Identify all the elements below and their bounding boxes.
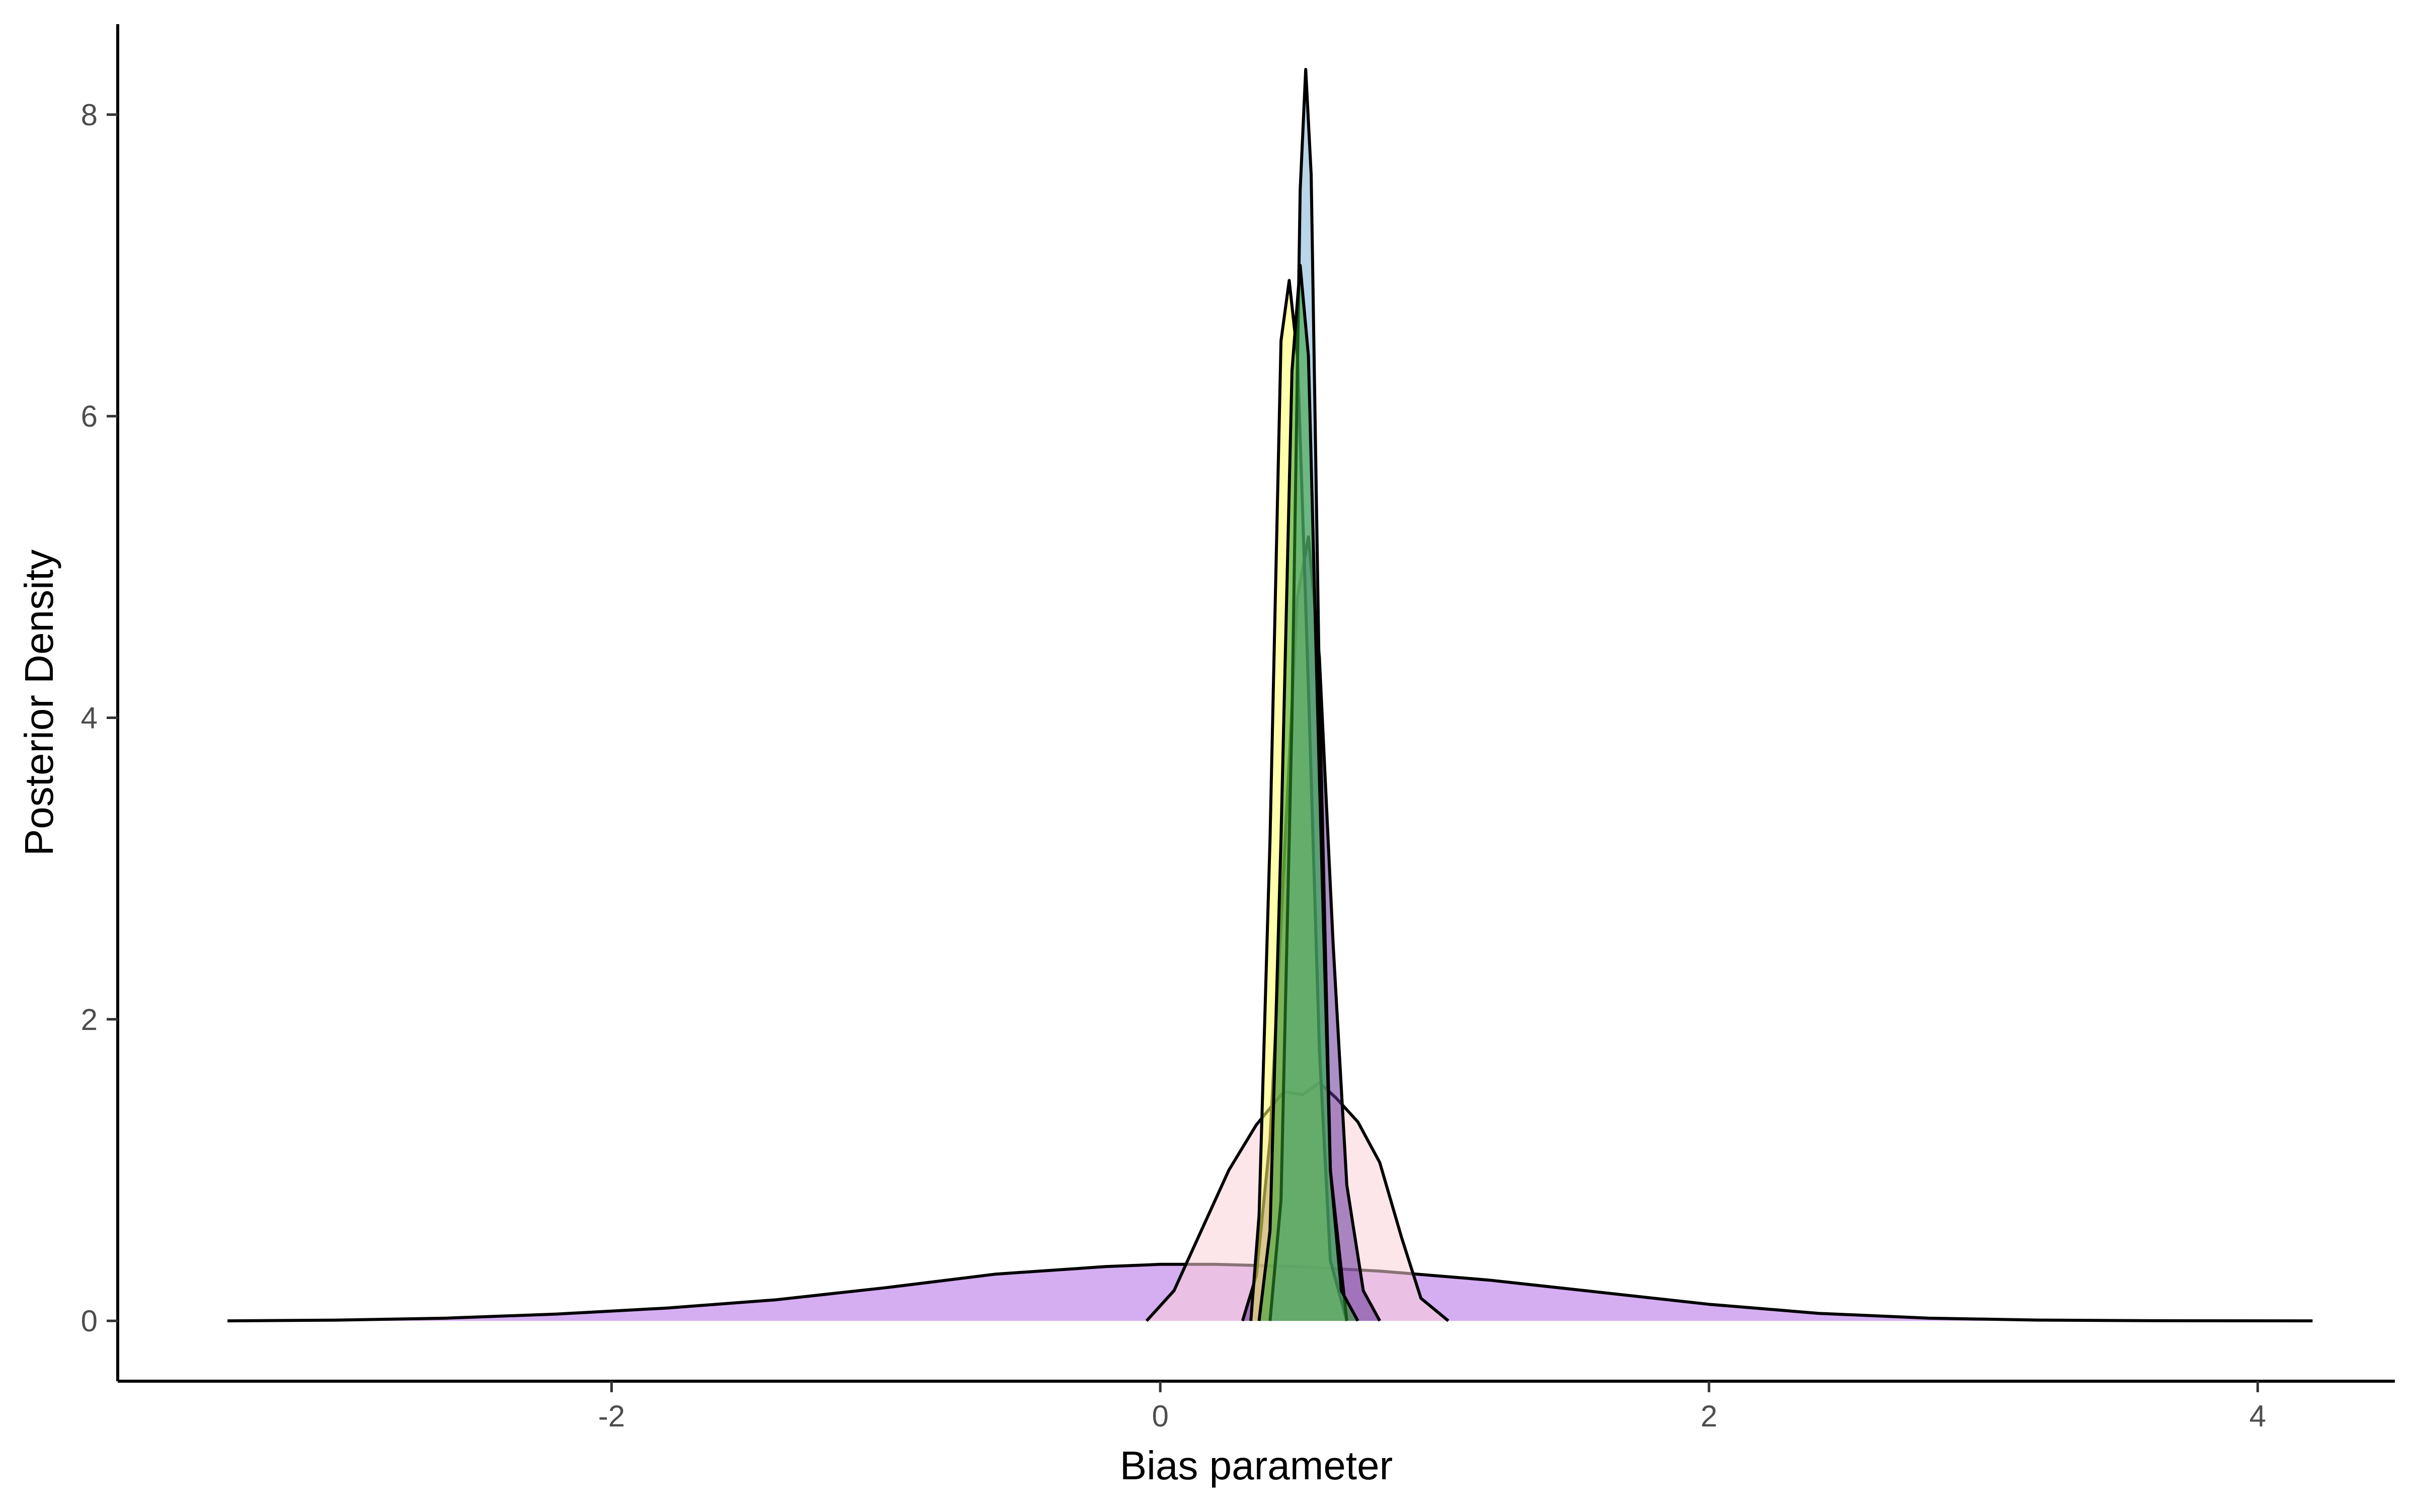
x-axis-ticks: -2 0 2 4 bbox=[598, 1381, 2266, 1433]
y-axis-title: Posterior Density bbox=[17, 549, 61, 856]
density-outline-6 bbox=[1257, 264, 1359, 1322]
density-area-6 bbox=[1259, 265, 1358, 1321]
y-axis-ticks: 0 2 4 6 8 bbox=[81, 98, 118, 1338]
y-tick-label: 4 bbox=[81, 701, 98, 735]
x-axis-title: Bias parameter bbox=[1120, 1443, 1393, 1488]
y-tick-label: 0 bbox=[81, 1304, 98, 1338]
y-tick-label: 2 bbox=[81, 1003, 98, 1037]
x-tick-label: 4 bbox=[2249, 1399, 2266, 1433]
x-tick-label: 2 bbox=[1701, 1399, 1717, 1433]
y-tick-label: 8 bbox=[81, 98, 98, 132]
y-tick-label: 6 bbox=[81, 400, 98, 433]
series-layer bbox=[227, 67, 2313, 1323]
x-tick-label: -2 bbox=[598, 1399, 625, 1433]
x-tick-label: 0 bbox=[1152, 1399, 1168, 1433]
